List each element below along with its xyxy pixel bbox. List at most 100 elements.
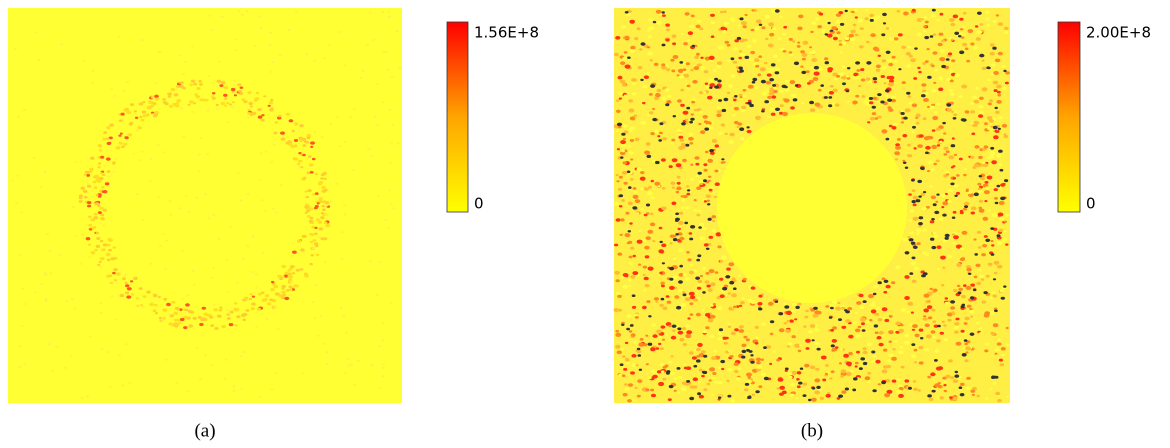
particle	[687, 39, 691, 42]
particle	[73, 307, 77, 310]
particle	[639, 338, 644, 341]
particle	[100, 155, 105, 159]
particle	[703, 70, 709, 74]
particle	[661, 243, 667, 248]
particle	[924, 323, 930, 328]
particle	[809, 100, 815, 105]
particle	[18, 253, 22, 256]
particle	[80, 397, 84, 400]
particle	[388, 15, 391, 18]
particle	[98, 260, 102, 263]
particle	[837, 301, 841, 305]
particle	[697, 279, 703, 284]
particle	[921, 274, 926, 278]
particle	[696, 52, 700, 56]
particle	[646, 46, 651, 49]
particle	[952, 14, 959, 19]
particle	[984, 311, 991, 316]
particle	[948, 359, 953, 363]
particle	[629, 324, 634, 327]
particle	[138, 102, 144, 106]
particle	[998, 115, 1003, 120]
particle	[617, 252, 623, 256]
particle	[765, 89, 769, 92]
particle	[909, 209, 915, 213]
particle	[186, 294, 190, 296]
particle	[710, 393, 715, 396]
particle	[168, 200, 172, 203]
particle	[811, 397, 817, 402]
particle	[652, 107, 655, 111]
particle	[830, 29, 834, 32]
particle	[731, 293, 737, 298]
particle	[702, 267, 707, 270]
particle	[631, 92, 637, 96]
particle	[167, 92, 173, 96]
particle	[151, 113, 155, 116]
particle	[304, 211, 308, 214]
particle	[701, 370, 706, 374]
particle	[386, 68, 390, 71]
particle	[947, 199, 952, 204]
particle	[902, 134, 908, 138]
particle	[927, 169, 930, 173]
particle	[687, 189, 691, 192]
particle	[329, 200, 333, 203]
particle	[1004, 179, 1009, 183]
particle	[970, 122, 974, 125]
particle	[627, 201, 633, 206]
particle	[323, 221, 328, 224]
particle	[723, 21, 729, 26]
particle	[755, 19, 762, 24]
particle	[896, 389, 902, 394]
particle	[683, 42, 688, 46]
particle	[882, 12, 887, 17]
particle	[80, 186, 85, 190]
particle	[764, 14, 770, 19]
particle	[160, 318, 164, 321]
particle	[937, 366, 944, 371]
particle	[141, 110, 147, 114]
particle	[817, 88, 822, 92]
particle	[672, 257, 677, 261]
particle	[138, 287, 143, 290]
particle	[280, 184, 283, 187]
particle	[625, 358, 630, 362]
particle	[615, 218, 621, 222]
particle	[969, 308, 973, 311]
particle	[825, 393, 831, 398]
particle	[235, 49, 238, 52]
particle	[660, 284, 665, 288]
particle	[627, 230, 631, 233]
particle	[649, 111, 654, 115]
particle	[912, 203, 917, 207]
particle	[152, 102, 157, 105]
particle	[109, 281, 114, 284]
particle	[654, 96, 659, 100]
particle	[719, 277, 724, 281]
particle	[894, 41, 898, 44]
colorbar	[1057, 21, 1081, 213]
particle	[908, 238, 914, 242]
particle	[904, 379, 910, 383]
particle	[43, 271, 47, 274]
particle	[652, 334, 658, 338]
particle	[775, 107, 780, 112]
particle	[838, 39, 842, 43]
particle	[339, 306, 343, 309]
particle	[952, 117, 957, 120]
particle	[652, 117, 658, 122]
particle	[668, 165, 673, 169]
particle	[636, 394, 641, 398]
particle	[779, 385, 785, 390]
caption: (b)	[801, 420, 823, 441]
particle	[672, 42, 677, 46]
particle	[288, 119, 294, 123]
particle	[639, 48, 643, 51]
particle	[302, 144, 307, 147]
particle	[941, 206, 945, 209]
particle	[974, 145, 980, 149]
particle	[750, 299, 756, 304]
particle	[662, 306, 668, 311]
particle	[624, 64, 631, 69]
